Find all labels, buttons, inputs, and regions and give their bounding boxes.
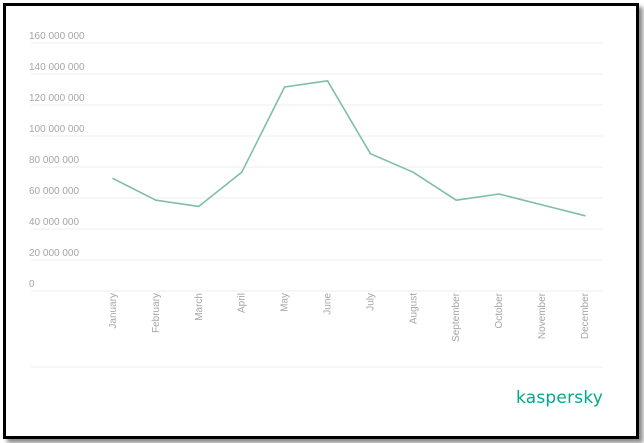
- data-point: [155, 199, 157, 201]
- kaspersky-logo: kaspersky: [516, 388, 604, 408]
- y-tick-label: 20 000 000: [29, 248, 79, 259]
- data-point: [240, 171, 243, 174]
- x-tick-label: December: [580, 292, 591, 339]
- x-tick-label: September: [451, 292, 462, 342]
- x-tick-label: October: [494, 292, 505, 328]
- y-tick-label: 160 000 000: [29, 31, 85, 42]
- x-tick-label: November: [537, 292, 548, 339]
- x-tick-label: May: [280, 293, 291, 312]
- data-point: [326, 80, 329, 82]
- data-point: [541, 204, 543, 206]
- chart-frame: 0 20 000 000 40 000 000 60 000 000 80 000 00…: [3, 3, 639, 439]
- x-tick-label: February: [151, 293, 162, 333]
- data-point: [455, 199, 458, 201]
- series-layer: [112, 80, 586, 217]
- y-axis-ticks: 0 20 000 000 40 000 000 60 000 000 80 000 00…: [29, 31, 85, 290]
- y-tick-label: 100 000 000: [29, 124, 85, 135]
- data-point: [412, 171, 415, 174]
- data-point: [498, 193, 500, 195]
- y-tick-label: 80 000 000: [29, 155, 79, 166]
- x-tick-label: March: [194, 293, 205, 321]
- data-point: [283, 86, 286, 88]
- data-point: [198, 205, 200, 208]
- data-point: [369, 152, 372, 155]
- y-tick-label: 60 000 000: [29, 186, 79, 197]
- y-tick-label: 40 000 000: [29, 217, 79, 228]
- series-line: [112, 80, 586, 217]
- y-tick-label: 140 000 000: [29, 62, 85, 73]
- gridlines: [31, 42, 603, 292]
- x-tick-label: April: [237, 293, 248, 313]
- x-axis-ticks: January February March April May June July Augu…: [108, 292, 591, 342]
- x-tick-label: August: [408, 293, 419, 324]
- x-tick-label: January: [108, 293, 119, 329]
- data-point: [112, 177, 114, 180]
- data-point: [584, 214, 586, 217]
- x-tick-label: July: [365, 293, 376, 311]
- line-chart: 0 20 000 000 40 000 000 60 000 000 80 000 00…: [29, 31, 603, 368]
- y-tick-label: 0: [29, 279, 35, 290]
- y-tick-label: 120 000 000: [29, 93, 85, 104]
- x-tick-label: June: [323, 293, 334, 315]
